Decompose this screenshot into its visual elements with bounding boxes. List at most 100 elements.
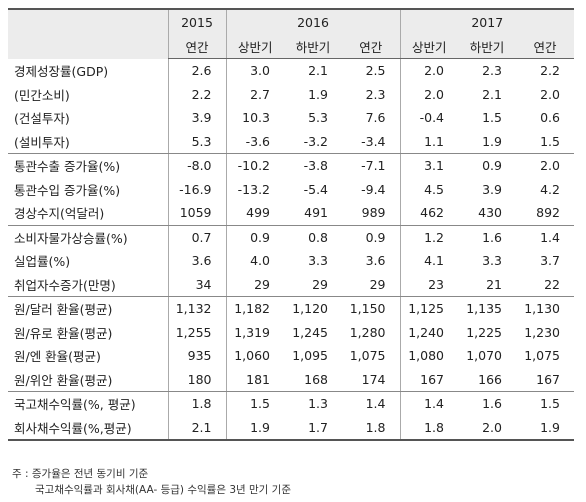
value-cell: 180 <box>167 367 226 392</box>
value-cell: 181 <box>225 367 284 392</box>
value-cell: 167 <box>516 367 574 392</box>
value-cell: 1.9 <box>225 415 284 441</box>
value-cell: 491 <box>284 201 342 226</box>
period-header: 연간 <box>516 34 574 59</box>
footnote-line-2: 국고채수익률과 회사채(AA- 등급) 수익률은 3년 만기 기준 <box>35 484 291 496</box>
value-cell: 430 <box>458 201 516 226</box>
value-cell: 2.7 <box>225 82 284 106</box>
row-label: 회사채수익률(%,평균) <box>8 415 168 441</box>
row-label: 통관수입 증가율(%) <box>14 182 121 198</box>
table-row: 통관수출 증가율(%) -8.0 -10.2 -3.8 -7.1 3.1 0.9 2.0 <box>8 153 574 178</box>
value-cell: 3.9 <box>167 106 226 130</box>
value-cell: 1.6 <box>482 396 502 412</box>
value-cell: 1,075 <box>349 348 386 364</box>
table-body: 경제성장률(GDP) 2.6 3.0 2.1 2.5 2.0 2.3 2.2 (민간소비) 2.2… <box>8 58 574 441</box>
table-row: 원/유로 환율(평균) 1,255 1,319 1,245 1,280 1,240 1,22… <box>8 320 574 344</box>
value-cell: 1,182 <box>225 296 284 321</box>
table-row: (민간소비) 2.2 2.7 1.9 2.3 2.0 2.1 2.0 <box>8 82 574 106</box>
value-cell: -10.2 <box>225 153 284 178</box>
year-2017-header: 2017 <box>399 8 574 34</box>
value-cell: 1059 <box>167 201 226 226</box>
value-cell: 1.4 <box>540 229 560 245</box>
value-cell: 1.4 <box>399 391 458 416</box>
value-cell: 3.3 <box>308 253 328 269</box>
value-cell: 935 <box>167 344 226 368</box>
row-label: 원/위안 환율(평균) <box>8 367 168 392</box>
table-row: 취업자수증가(만명) 34 29 29 29 23 21 22 <box>8 272 574 297</box>
value-cell: 0.9 <box>482 158 502 174</box>
value-cell: 1.2 <box>399 225 458 249</box>
value-cell: 1,150 <box>349 301 386 317</box>
value-cell: 168 <box>284 367 342 392</box>
row-label: 실업률(%) <box>14 254 71 270</box>
value-cell: 0.6 <box>540 110 560 126</box>
year-header-row: 2015 2016 2017 <box>8 8 574 59</box>
value-cell: 167 <box>399 367 458 392</box>
value-cell: 989 <box>342 201 400 226</box>
value-cell: 0.8 <box>308 229 328 245</box>
value-cell: -13.2 <box>225 177 284 201</box>
period-header: 하반기 <box>458 34 516 59</box>
period-header: 상반기 <box>225 34 284 59</box>
value-cell: 7.6 <box>365 110 386 126</box>
value-cell: 166 <box>458 367 516 392</box>
value-cell: 2.2 <box>167 82 226 106</box>
value-cell: 34 <box>167 272 226 297</box>
value-cell: 1.1 <box>399 129 458 154</box>
value-cell: 2.1 <box>482 86 502 102</box>
value-cell: 2.6 <box>167 58 226 83</box>
row-label: 국고채수익률(%, 평균) <box>14 397 136 413</box>
value-cell: -3.8 <box>303 158 328 174</box>
value-cell: 5.3 <box>308 110 328 126</box>
value-cell: 2.5 <box>365 63 386 79</box>
value-cell: 1.9 <box>308 86 328 102</box>
row-label: 취업자수증가(만명) <box>8 272 168 297</box>
table-row: (설비투자) 5.3 -3.6 -3.2 -3.4 1.1 1.9 1.5 <box>8 129 574 154</box>
value-cell: -3.6 <box>225 129 284 154</box>
value-cell: 10.3 <box>225 106 284 130</box>
value-cell: 29 <box>284 272 342 297</box>
value-cell: 29 <box>225 272 284 297</box>
row-label: 원/달러 환율(평균) <box>14 302 113 318</box>
value-cell: 1.8 <box>167 391 226 416</box>
value-cell: 2.0 <box>399 58 458 83</box>
row-label: 통관수출 증가율(%) <box>14 159 121 175</box>
value-cell: 1.3 <box>308 396 328 412</box>
value-cell: 1.9 <box>516 415 574 441</box>
value-cell: 4.2 <box>540 181 560 197</box>
row-label: (건설투자) <box>14 111 70 127</box>
table-row: 원/달러 환율(평균) 1,132 1,182 1,120 1,150 1,125 1,13… <box>8 296 574 321</box>
value-cell: 2.2 <box>540 63 560 79</box>
value-cell: 2.3 <box>482 63 502 79</box>
table-row: 통관수입 증가율(%) -16.9 -13.2 -5.4 -9.4 4.5 3.9 4.2 <box>8 177 574 201</box>
year-2015-header: 2015 <box>167 8 226 34</box>
value-cell: 4.0 <box>225 249 284 273</box>
value-cell: 2.0 <box>540 86 560 102</box>
value-cell: 1,130 <box>524 301 560 317</box>
table-row: 원/위안 환율(평균) 180 181 168 174 167 166 167 <box>8 367 574 392</box>
value-cell: 499 <box>225 201 284 226</box>
value-cell: 4.1 <box>399 249 458 273</box>
table-row: 경제성장률(GDP) 2.6 3.0 2.1 2.5 2.0 2.3 2.2 <box>8 58 574 83</box>
value-cell: 1,132 <box>167 296 226 321</box>
value-cell: 29 <box>342 272 400 297</box>
economic-forecast-table: 2015 2016 2017 연간 상반기 하반기 연간 상반기 하반기 연간 … <box>8 8 574 441</box>
table-row: 회사채수익률(%,평균) 2.1 1.9 1.7 1.8 1.8 2.0 1.9 <box>8 415 574 441</box>
value-cell: 1,060 <box>225 344 284 368</box>
footnotes: 주 : 증가율은 전년 동기비 기준 국고채수익률과 회사채(AA- 등급) 수… <box>12 466 291 498</box>
value-cell: 3.6 <box>365 253 386 269</box>
row-label: 소비자물가상승률(%) <box>14 230 128 246</box>
value-cell: -8.0 <box>167 153 226 178</box>
value-cell: 4.5 <box>399 177 458 201</box>
value-cell: 1,230 <box>524 324 560 340</box>
value-cell: 1.6 <box>482 229 502 245</box>
value-cell: 1.5 <box>516 129 574 154</box>
value-cell: 1,225 <box>466 324 502 340</box>
value-cell: -16.9 <box>167 177 226 201</box>
period-header: 하반기 <box>284 34 342 59</box>
value-cell: 2.0 <box>458 415 516 441</box>
row-label: (민간소비) <box>14 87 70 103</box>
row-label: 경제성장률(GDP) <box>14 64 109 79</box>
value-cell: 0.7 <box>167 225 226 249</box>
value-cell: 1,135 <box>466 301 502 317</box>
